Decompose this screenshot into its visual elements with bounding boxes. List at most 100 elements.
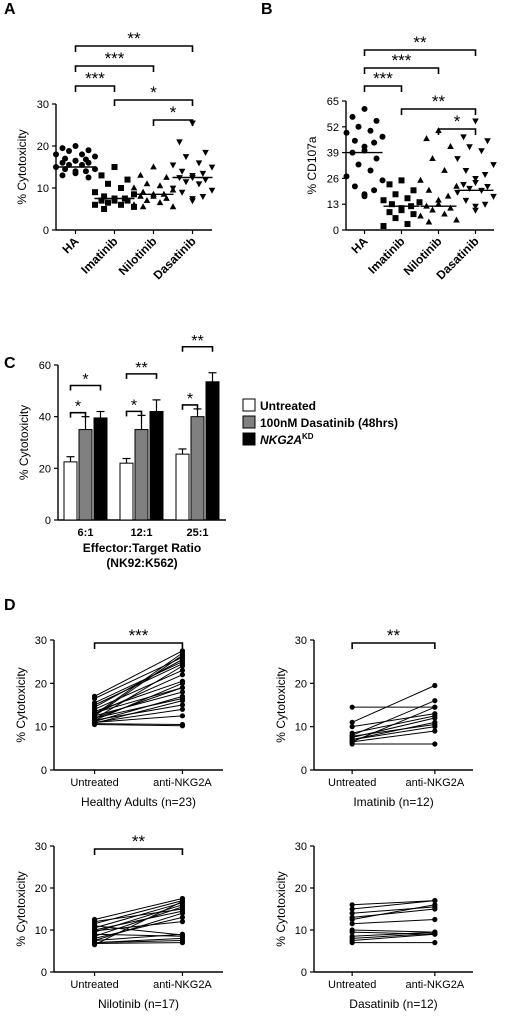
data-point [199, 170, 207, 177]
significance-bracket [437, 128, 477, 135]
legend-swatch [242, 398, 256, 412]
y-axis-label: % Cytotoxicity [15, 129, 29, 204]
significance-bracket [181, 404, 199, 410]
data-point [179, 898, 186, 905]
data-point [343, 173, 350, 180]
category-label: HA [59, 234, 81, 256]
bar [134, 429, 149, 521]
data-point [380, 223, 387, 230]
significance-label: ** [191, 333, 203, 350]
data-point [472, 207, 479, 214]
bar [63, 461, 78, 521]
pair-line [94, 940, 183, 944]
data-point [137, 171, 144, 178]
pair-line [94, 906, 183, 937]
y-tick-label: 0 [41, 967, 47, 979]
data-point [392, 191, 399, 198]
significance-bracket [400, 108, 477, 115]
data-point [169, 162, 177, 169]
data-point [355, 161, 362, 168]
data-point [410, 211, 417, 218]
data-point [156, 182, 164, 189]
pair-line [94, 942, 183, 944]
legend-label: Untreated [260, 399, 316, 413]
y-axis-label: % Cytotoxicity [274, 871, 288, 946]
data-point [441, 166, 448, 173]
significance-label: * [150, 83, 157, 102]
data-point [199, 194, 207, 200]
data-point [349, 733, 355, 739]
significance-bracket [363, 85, 403, 92]
data-point [379, 177, 386, 184]
y-tick-label: 40 [39, 412, 51, 424]
significance-bracket [93, 642, 184, 649]
data-point [432, 930, 438, 936]
significance-bracket [74, 45, 194, 52]
data-point [453, 216, 460, 223]
data-point [416, 199, 423, 206]
pair-line [94, 912, 183, 941]
bar [205, 381, 220, 521]
y-axis-label: % CD107a [305, 136, 319, 194]
legend-label: NKG2AKD [260, 432, 314, 447]
data-point [379, 133, 386, 140]
pair-line [352, 900, 435, 910]
data-point [425, 218, 433, 225]
data-point [432, 902, 438, 908]
data-point [79, 151, 85, 158]
significance-label: ** [127, 29, 141, 48]
significance-bracket [181, 345, 214, 352]
data-point [367, 167, 374, 174]
pair-line [94, 663, 183, 706]
pair-line [94, 654, 183, 717]
data-point [349, 940, 355, 946]
category-label: Untreated [70, 979, 118, 991]
data-point [349, 929, 355, 935]
data-point [189, 198, 196, 205]
bar [190, 416, 205, 521]
data-point [176, 139, 183, 146]
data-point [355, 123, 362, 130]
data-point [72, 143, 79, 149]
data-point [351, 137, 358, 144]
pair-line [94, 724, 183, 727]
y-tick-label: 30 [35, 635, 47, 647]
data-point [373, 155, 380, 162]
data-point [85, 147, 92, 154]
significance-label: *** [105, 49, 125, 68]
pair-line [352, 932, 435, 939]
data-point [182, 154, 190, 161]
data-point [349, 724, 355, 730]
significance-label: * [187, 391, 193, 408]
data-point [472, 176, 479, 182]
legend-label: 100nM Dasatinib (48hrs) [260, 416, 398, 430]
pair-line [352, 900, 435, 906]
y-tick-label: 65 [327, 96, 339, 108]
data-point [208, 164, 216, 171]
data-point [92, 153, 98, 160]
pair-line [94, 665, 183, 720]
significance-label: * [82, 372, 88, 389]
data-point [432, 713, 438, 719]
data-point [490, 193, 497, 200]
data-point [91, 721, 98, 727]
data-point [349, 902, 355, 908]
data-point [101, 206, 108, 212]
pair-line [94, 652, 183, 715]
paired-panel-d1: 0 10 20 30 % Cytotoxicity Untreated anti-NKG2A… [14, 626, 223, 809]
pair-line [352, 908, 435, 918]
y-tick-label: 10 [295, 925, 307, 937]
data-point [349, 921, 355, 927]
data-point [444, 192, 452, 199]
pair-line [352, 931, 435, 937]
data-point [179, 680, 186, 686]
category-label: Imatinib [365, 234, 407, 276]
pair-line [352, 933, 435, 941]
category-label: anti-NKG2A [153, 777, 212, 789]
y-tick-label: 30 [35, 841, 47, 853]
data-point [178, 189, 186, 196]
pair-line [94, 674, 183, 715]
data-point [432, 721, 438, 728]
data-point [98, 172, 105, 179]
significance-bracket [363, 67, 440, 74]
